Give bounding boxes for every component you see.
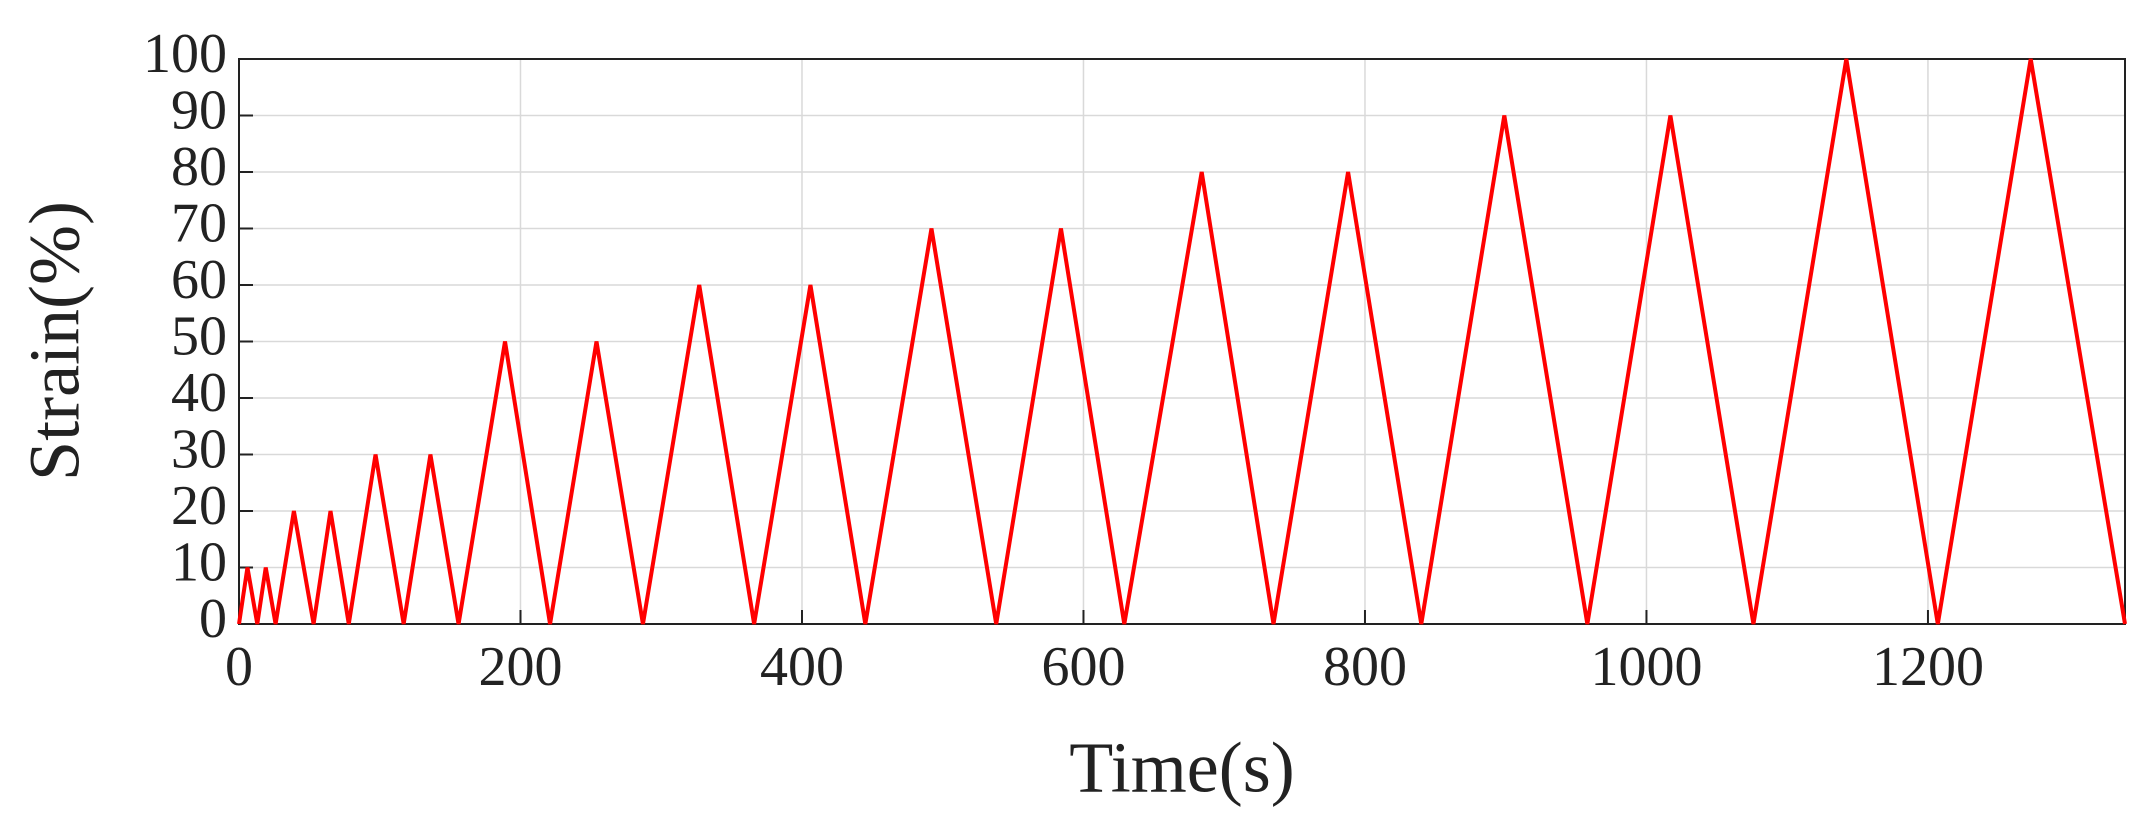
y-tick-label: 90 <box>171 79 227 141</box>
y-tick-label: 0 <box>199 588 227 650</box>
x-tick-label: 800 <box>1323 636 1407 698</box>
x-tick-label: 0 <box>225 636 253 698</box>
x-tick-label: 1200 <box>1872 636 1984 698</box>
data-line <box>237 58 2127 625</box>
y-tick-label: 100 <box>143 23 227 85</box>
x-axis-label: Time(s) <box>1069 728 1294 808</box>
y-tick-label: 80 <box>171 136 227 198</box>
y-tick-label: 70 <box>171 192 227 254</box>
y-tick-label: 10 <box>171 531 227 593</box>
x-tick-label: 600 <box>1041 636 1125 698</box>
y-axis-label: Strain(%) <box>15 201 95 481</box>
plot-frame <box>238 58 2126 625</box>
x-tick-label: 400 <box>760 636 844 698</box>
y-tick-label: 60 <box>171 249 227 311</box>
y-tick-label: 40 <box>171 362 227 424</box>
x-tick-label: 1000 <box>1590 636 1702 698</box>
y-tick-label: 20 <box>171 475 227 537</box>
y-tick-label: 50 <box>171 305 227 367</box>
x-tick-label: 200 <box>478 636 562 698</box>
y-tick-label: 30 <box>171 418 227 480</box>
